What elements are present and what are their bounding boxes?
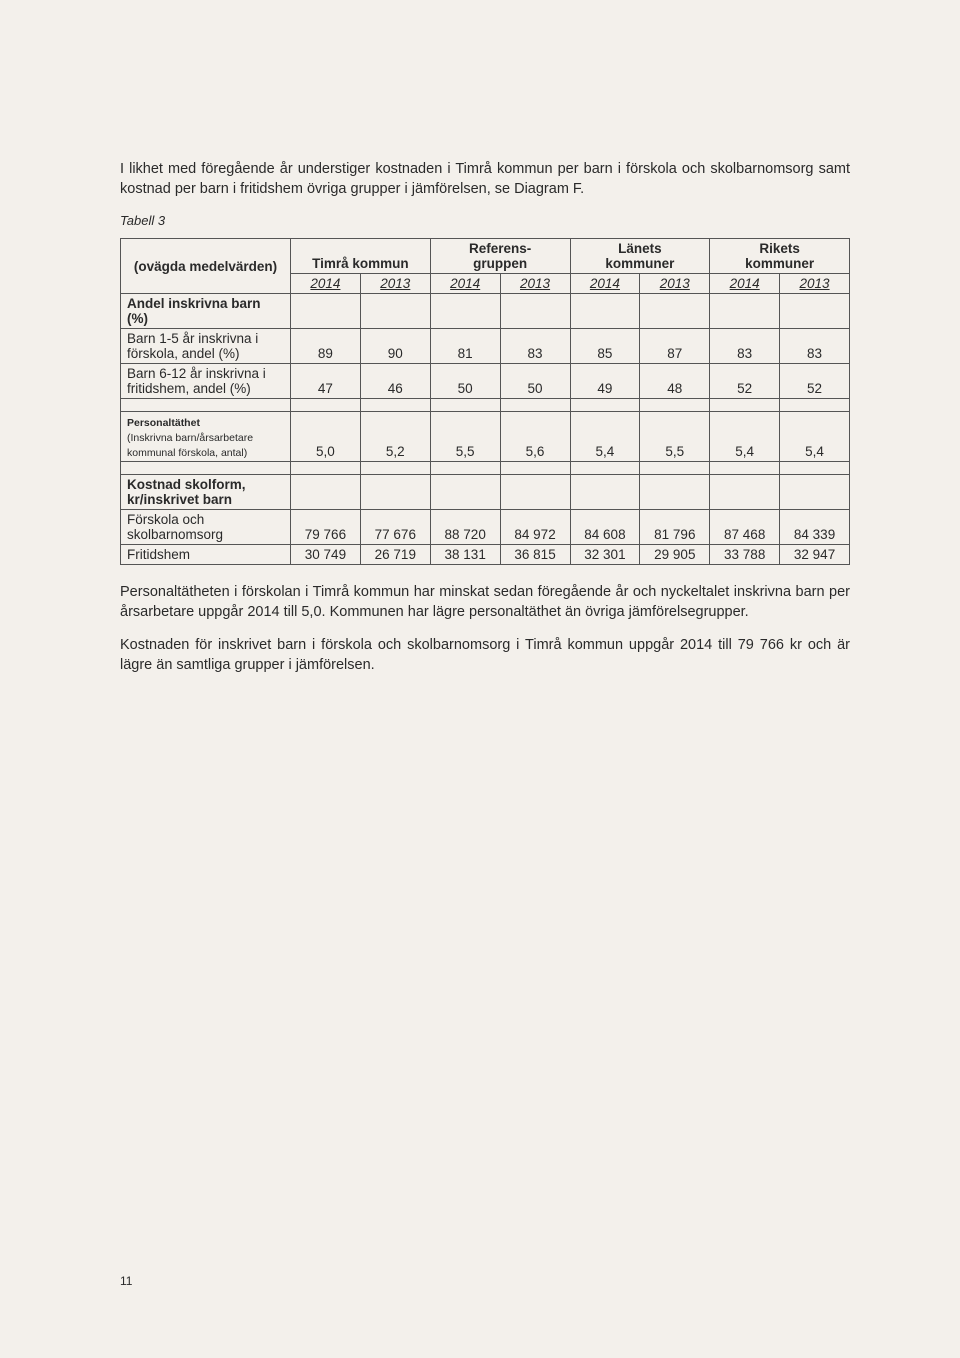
cell: 38 131 bbox=[430, 545, 500, 565]
row-label: Andel inskrivna barn (%) bbox=[121, 294, 291, 329]
intro-paragraph: I likhet med föregående år understiger k… bbox=[120, 160, 850, 199]
cell: 79 766 bbox=[291, 510, 361, 545]
cell: 77 676 bbox=[360, 510, 430, 545]
group-header-2: Länets kommuner bbox=[570, 239, 710, 274]
table-row: Barn 6-12 år inskrivna i fritidshem, and… bbox=[121, 364, 850, 399]
year-0: 2014 bbox=[291, 274, 361, 294]
cell bbox=[640, 294, 710, 329]
cell bbox=[640, 475, 710, 510]
cell bbox=[570, 294, 640, 329]
cell: 83 bbox=[500, 329, 570, 364]
table-row: Kostnad skolform, kr/inskrivet barn bbox=[121, 475, 850, 510]
page-number: 11 bbox=[120, 1274, 132, 1288]
cell: 52 bbox=[780, 364, 850, 399]
year-5: 2013 bbox=[640, 274, 710, 294]
cell bbox=[291, 475, 361, 510]
data-table: (ovägda medelvärden) Timrå kommun Refere… bbox=[120, 238, 850, 565]
cell bbox=[500, 475, 570, 510]
cell: 5,6 bbox=[500, 412, 570, 462]
cell bbox=[710, 475, 780, 510]
group-header-1: Referens- gruppen bbox=[430, 239, 570, 274]
cell bbox=[500, 294, 570, 329]
row-label: Fritidshem bbox=[121, 545, 291, 565]
year-1: 2013 bbox=[360, 274, 430, 294]
document-page: I likhet med föregående år understiger k… bbox=[0, 0, 960, 1358]
cell: 81 796 bbox=[640, 510, 710, 545]
cell: 84 608 bbox=[570, 510, 640, 545]
cell: 89 bbox=[291, 329, 361, 364]
cell: 48 bbox=[640, 364, 710, 399]
row-label: Kostnad skolform, kr/inskrivet barn bbox=[121, 475, 291, 510]
row-label: Barn 1-5 år inskrivna i förskola, andel … bbox=[121, 329, 291, 364]
cell: 46 bbox=[360, 364, 430, 399]
cell: 83 bbox=[710, 329, 780, 364]
cell: 85 bbox=[570, 329, 640, 364]
row-label: Förskola och skolbarnomsorg bbox=[121, 510, 291, 545]
cell: 26 719 bbox=[360, 545, 430, 565]
row-label-head: Personaltäthet bbox=[127, 417, 200, 429]
cell: 83 bbox=[780, 329, 850, 364]
corner-header: (ovägda medelvärden) bbox=[121, 239, 291, 294]
cell: 32 947 bbox=[780, 545, 850, 565]
cell: 84 339 bbox=[780, 510, 850, 545]
cell: 52 bbox=[710, 364, 780, 399]
table-row: Personaltäthet (Inskrivna barn/årsarbeta… bbox=[121, 412, 850, 462]
table-row: Barn 1-5 år inskrivna i förskola, andel … bbox=[121, 329, 850, 364]
cell: 32 301 bbox=[570, 545, 640, 565]
cell bbox=[430, 475, 500, 510]
year-2: 2014 bbox=[430, 274, 500, 294]
year-6: 2014 bbox=[710, 274, 780, 294]
cell: 87 bbox=[640, 329, 710, 364]
cell: 49 bbox=[570, 364, 640, 399]
cell bbox=[291, 294, 361, 329]
cell: 88 720 bbox=[430, 510, 500, 545]
cell bbox=[780, 475, 850, 510]
cell: 47 bbox=[291, 364, 361, 399]
body-paragraph-1: Personaltätheten i förskolan i Timrå kom… bbox=[120, 583, 850, 622]
row-label-sub: (Inskrivna barn/årsarbetare kommunal för… bbox=[127, 432, 253, 459]
cell: 90 bbox=[360, 329, 430, 364]
cell: 5,5 bbox=[640, 412, 710, 462]
cell bbox=[710, 294, 780, 329]
cell: 30 749 bbox=[291, 545, 361, 565]
cell: 50 bbox=[500, 364, 570, 399]
table-row: Andel inskrivna barn (%) bbox=[121, 294, 850, 329]
cell: 33 788 bbox=[710, 545, 780, 565]
cell: 5,4 bbox=[570, 412, 640, 462]
cell bbox=[360, 294, 430, 329]
row-label: Personaltäthet (Inskrivna barn/årsarbeta… bbox=[121, 412, 291, 462]
body-paragraph-2: Kostnaden för inskrivet barn i förskola … bbox=[120, 636, 850, 675]
cell bbox=[360, 475, 430, 510]
cell: 5,0 bbox=[291, 412, 361, 462]
cell: 5,5 bbox=[430, 412, 500, 462]
cell: 29 905 bbox=[640, 545, 710, 565]
year-7: 2013 bbox=[780, 274, 850, 294]
table-caption: Tabell 3 bbox=[120, 213, 850, 228]
table-row: Förskola och skolbarnomsorg 79 766 77 67… bbox=[121, 510, 850, 545]
cell: 5,4 bbox=[710, 412, 780, 462]
cell: 36 815 bbox=[500, 545, 570, 565]
table-row: Fritidshem 30 749 26 719 38 131 36 815 3… bbox=[121, 545, 850, 565]
cell bbox=[570, 475, 640, 510]
group-header-3: Rikets kommuner bbox=[710, 239, 850, 274]
cell: 87 468 bbox=[710, 510, 780, 545]
cell: 5,4 bbox=[780, 412, 850, 462]
cell: 5,2 bbox=[360, 412, 430, 462]
year-4: 2014 bbox=[570, 274, 640, 294]
group-header-0: Timrå kommun bbox=[291, 239, 431, 274]
cell bbox=[780, 294, 850, 329]
cell bbox=[430, 294, 500, 329]
row-label: Barn 6-12 år inskrivna i fritidshem, and… bbox=[121, 364, 291, 399]
cell: 81 bbox=[430, 329, 500, 364]
year-3: 2013 bbox=[500, 274, 570, 294]
cell: 84 972 bbox=[500, 510, 570, 545]
cell: 50 bbox=[430, 364, 500, 399]
